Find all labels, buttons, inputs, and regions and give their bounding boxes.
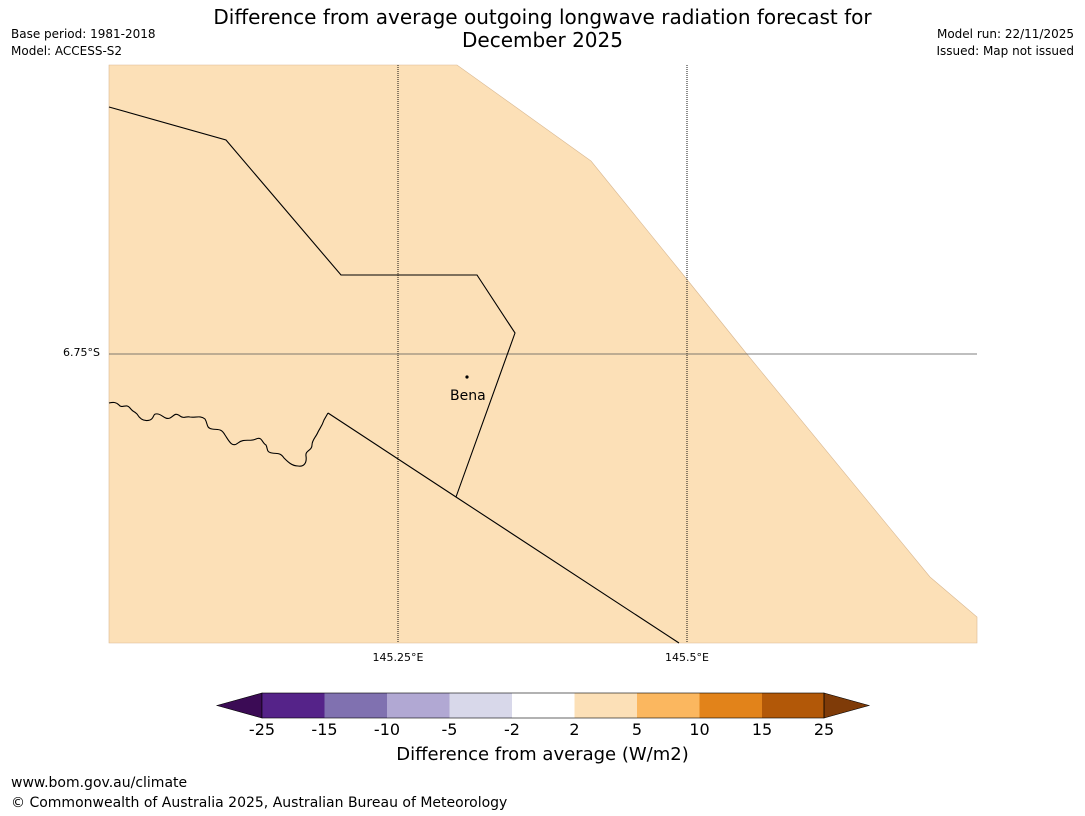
district-boundary-south xyxy=(327,412,680,644)
colorbar-segment xyxy=(262,693,325,718)
colorbar-tick-label: 25 xyxy=(813,720,835,739)
colorbar-segment xyxy=(574,693,637,718)
colorbar-over-extend xyxy=(823,692,871,719)
colorbar-segment xyxy=(699,693,762,718)
base-period-text: Base period: 1981-2018 xyxy=(11,27,156,41)
colorbar-tick-label: 15 xyxy=(751,720,773,739)
map-title-line1: Difference from average outgoing longwav… xyxy=(213,5,872,29)
colorbar-under-extend xyxy=(215,692,263,719)
colorbar-tick-label: -15 xyxy=(311,720,338,739)
colorbar-segment xyxy=(449,693,512,718)
issued-text: Issued: Map not issued xyxy=(936,44,1074,58)
model-text: Model: ACCESS-S2 xyxy=(11,44,123,58)
colorbar-segment xyxy=(762,693,824,718)
map-title: Difference from average outgoing longwav… xyxy=(0,6,1085,52)
colorbar-tick-label: 2 xyxy=(569,720,580,739)
colorbar-tick-label: -10 xyxy=(373,720,401,739)
colorbar-segment xyxy=(324,693,387,718)
colorbar-tick-label: -5 xyxy=(441,720,458,739)
place-marker xyxy=(465,375,469,379)
colorbar-segment xyxy=(387,693,450,718)
colorbar-segment xyxy=(512,693,575,718)
meta-left: Base period: 1981-2018 Model: ACCESS-S2 xyxy=(11,26,156,60)
lon-gridline-label-2: 145.5°E xyxy=(665,651,709,664)
place-label: Bena xyxy=(450,388,486,404)
colorbar-frame xyxy=(261,692,825,719)
meta-right: Model run: 22/11/2025 Issued: Map not is… xyxy=(936,26,1074,60)
colorbar xyxy=(215,692,871,719)
map-title-line2: December 2025 xyxy=(462,28,623,52)
lat-gridline-label: 6.75°S xyxy=(63,346,100,359)
colorbar-tick-label: 5 xyxy=(631,720,643,739)
district-boundary-north xyxy=(108,106,516,498)
colorbar-tick-label: -25 xyxy=(248,720,276,739)
colorbar-tick-label: -2 xyxy=(504,720,520,739)
footer-copyright: © Commonwealth of Australia 2025, Austra… xyxy=(11,795,508,811)
lon-gridline-label-1: 145.25°E xyxy=(372,651,424,664)
colorbar-tick-label: 10 xyxy=(689,720,710,739)
footer-url: www.bom.gov.au/climate xyxy=(11,775,188,791)
river-line xyxy=(108,401,329,467)
model-run-text: Model run: 22/11/2025 xyxy=(936,27,1074,41)
colorbar-segment xyxy=(637,693,700,718)
colorbar-title: Difference from average (W/m2) xyxy=(396,744,689,765)
